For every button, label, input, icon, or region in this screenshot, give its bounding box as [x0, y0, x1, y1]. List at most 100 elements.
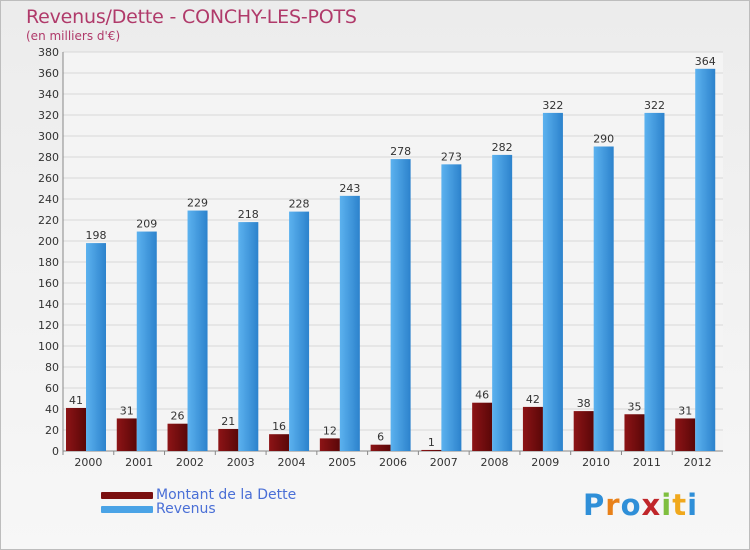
y-tick-label: 40: [45, 403, 59, 416]
y-tick-label: 380: [38, 46, 59, 59]
data-label: 38: [577, 397, 591, 410]
logo-letter: x: [641, 488, 662, 522]
logo-letter: i: [687, 488, 699, 522]
chart-title: Revenus/Dette - CONCHY-LES-POTS: [26, 6, 357, 28]
data-label: 21: [221, 415, 235, 428]
data-label: 12: [323, 424, 337, 437]
bar-revenus: [492, 154, 513, 451]
data-label: 198: [86, 229, 107, 242]
x-tick-label: 2012: [684, 456, 712, 469]
data-label: 273: [441, 150, 462, 163]
data-label: 229: [187, 197, 208, 210]
bar-revenus: [695, 68, 716, 452]
bar-revenus: [542, 112, 563, 452]
y-tick-label: 300: [38, 130, 59, 143]
y-tick-label: 200: [38, 235, 59, 248]
data-label: 322: [542, 99, 563, 112]
x-tick-label: 2003: [227, 456, 255, 469]
data-label: 282: [492, 141, 513, 154]
x-tick-label: 2001: [125, 456, 153, 469]
bar-revenus: [644, 112, 665, 452]
y-tick-label: 180: [38, 256, 59, 269]
bar-dette: [370, 444, 391, 451]
y-tick-label: 80: [45, 361, 59, 374]
x-tick-label: 2006: [379, 456, 407, 469]
data-label: 26: [171, 410, 185, 423]
data-label: 1: [428, 436, 435, 449]
legend-swatch-dette: [101, 491, 153, 499]
legend-item-revenus: Revenus: [101, 501, 216, 517]
data-label: 31: [120, 404, 134, 417]
bar-revenus: [86, 243, 106, 451]
y-tick-label: 280: [38, 151, 59, 164]
legend-label-dette: Montant de la Dette: [156, 487, 297, 503]
data-label: 218: [238, 208, 259, 221]
data-label: 6: [377, 431, 384, 444]
data-label: 209: [136, 218, 157, 231]
bar-dette: [269, 434, 290, 451]
bar-dette: [116, 418, 137, 451]
bar-dette: [66, 407, 86, 451]
y-tick-label: 100: [38, 340, 59, 353]
y-tick-label: 0: [52, 445, 59, 458]
legend-swatch-revenus: [101, 505, 153, 513]
bar-revenus: [136, 231, 157, 451]
data-label: 31: [678, 404, 692, 417]
x-tick-label: 2002: [176, 456, 204, 469]
y-tick-label: 220: [38, 214, 59, 227]
y-tick-label: 260: [38, 172, 59, 185]
logo-letter: o: [620, 488, 642, 522]
logo-letter: P: [583, 488, 606, 522]
bar-dette: [167, 423, 188, 451]
chart-subtitle: (en milliers d'€): [26, 29, 121, 43]
x-tick-label: 2004: [277, 456, 305, 469]
data-label: 42: [526, 393, 540, 406]
bar-revenus: [593, 146, 614, 451]
y-tick-label: 320: [38, 109, 59, 122]
data-label: 46: [475, 389, 489, 402]
x-tick-label: 2000: [74, 456, 102, 469]
y-tick-label: 20: [45, 424, 59, 437]
proxiti-logo: Proxiti: [583, 488, 698, 522]
data-label: 41: [69, 394, 83, 407]
bar-dette: [472, 402, 493, 451]
bar-dette: [573, 411, 594, 451]
x-tick-label: 2008: [481, 456, 509, 469]
bar-dette: [218, 428, 239, 451]
data-label: 278: [390, 145, 411, 158]
bar-dette: [421, 449, 442, 451]
y-tick-label: 60: [45, 382, 59, 395]
bar-dette: [522, 406, 543, 451]
logo-letter: t: [672, 488, 688, 522]
bar-revenus: [390, 159, 411, 451]
data-label: 243: [339, 182, 360, 195]
legend-label-revenus: Revenus: [156, 501, 216, 517]
y-tick-label: 360: [38, 67, 59, 80]
bar-dette: [319, 438, 340, 451]
logo-letter: r: [605, 488, 621, 522]
x-tick-label: 2005: [328, 456, 356, 469]
bar-revenus: [289, 211, 310, 451]
x-tick-label: 2011: [633, 456, 661, 469]
legend-item-dette: Montant de la Dette: [101, 487, 296, 503]
bar-revenus: [339, 195, 360, 451]
bar-dette: [624, 414, 645, 451]
x-tick-label: 2007: [430, 456, 458, 469]
x-tick-label: 2009: [531, 456, 559, 469]
bar-revenus: [441, 164, 462, 451]
data-label: 35: [627, 400, 641, 413]
logo-letter: i: [661, 488, 673, 522]
bar-revenus: [187, 210, 208, 451]
y-tick-label: 120: [38, 319, 59, 332]
y-tick-label: 340: [38, 88, 59, 101]
data-label: 322: [644, 99, 665, 112]
data-label: 16: [272, 420, 286, 433]
bar-revenus: [238, 222, 259, 451]
bar-dette: [675, 418, 696, 451]
y-tick-label: 140: [38, 298, 59, 311]
y-tick-label: 240: [38, 193, 59, 206]
data-label: 228: [289, 198, 310, 211]
y-tick-label: 160: [38, 277, 59, 290]
